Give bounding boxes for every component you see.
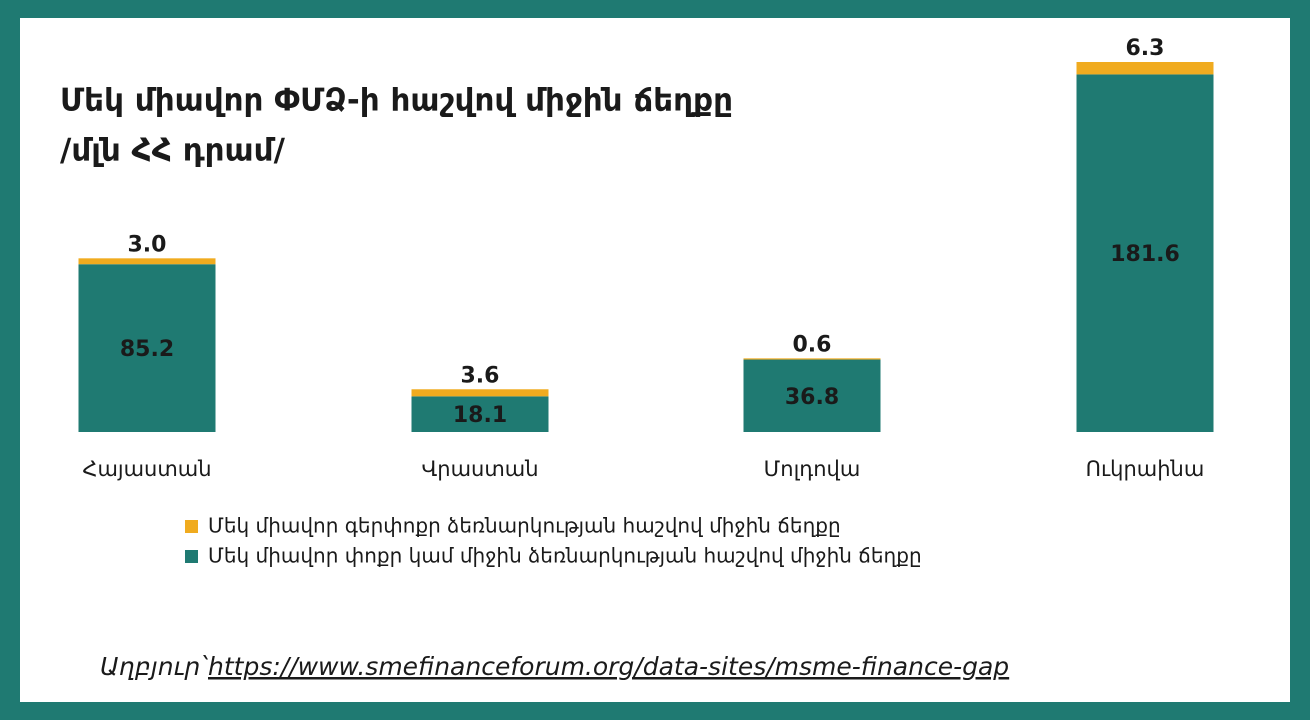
value-label: 181.6 — [1110, 242, 1180, 267]
x-tick-label: Մոլդովա — [764, 457, 861, 481]
source-url[interactable]: https://www.smefinanceforum.org/data-sit… — [208, 652, 1009, 681]
x-tick-label: Ուկրաինա — [1086, 457, 1205, 481]
bar-segment — [743, 359, 881, 432]
legend-swatch — [185, 520, 198, 533]
bar-segment — [78, 258, 216, 265]
value-label: 18.1 — [453, 403, 507, 428]
source-label: Աղբյուր՝ — [100, 652, 208, 681]
x-tick-label: Հայաստան — [82, 457, 211, 481]
value-label: 3.0 — [128, 232, 167, 257]
bar-segment — [1076, 74, 1214, 433]
value-label: 36.8 — [785, 385, 839, 410]
bar-segment — [411, 396, 549, 432]
bar-segment — [78, 264, 216, 432]
legend-label: Մեկ միավոր փոքր կամ միջին ձեռնարկության … — [208, 544, 922, 568]
bar-segment — [1076, 62, 1214, 75]
legend-swatch — [185, 550, 198, 563]
bar-segment — [411, 389, 549, 397]
bar-segment — [743, 358, 881, 360]
source-link[interactable]: https://www.smefinanceforum.org/data-sit… — [208, 652, 1009, 681]
value-label: 0.6 — [793, 332, 832, 357]
value-label: 3.6 — [461, 363, 500, 388]
value-label: 6.3 — [1126, 36, 1165, 61]
chart-subtitle: /մլն ՀՀ դրամ/ — [60, 133, 286, 169]
value-label: 85.2 — [120, 337, 174, 362]
legend-label: Մեկ միավոր գերփոքր ձեռնարկության հաշվով … — [208, 514, 841, 538]
x-tick-label: Վրաստան — [421, 457, 538, 481]
chart-title: Մեկ միավոր ՓՄՁ-ի հաշվով միջին ճեղքը — [60, 83, 733, 119]
